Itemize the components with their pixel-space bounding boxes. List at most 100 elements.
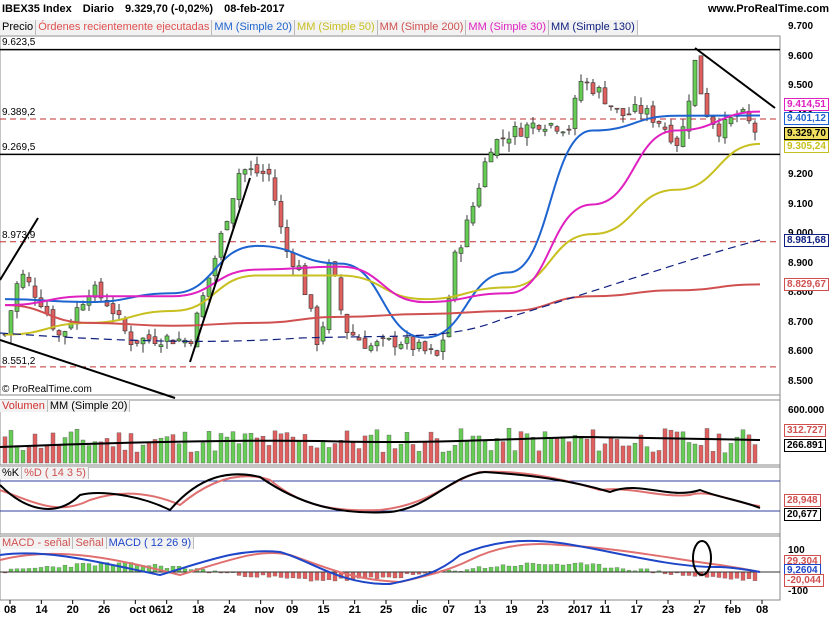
candle-body [722, 119, 728, 139]
candle-body [422, 341, 428, 352]
price-tag: 9.414,51 [784, 98, 829, 111]
candle-body [20, 273, 26, 288]
candle-body [266, 168, 272, 175]
volume-bar [452, 445, 458, 464]
x-axis-tick: 23 [536, 604, 549, 616]
legend-mm200[interactable]: MM (Simple 200) [377, 20, 467, 35]
price-axis-tick: 8.500 [788, 376, 814, 387]
macd-histogram-bar [56, 567, 62, 573]
legend-mm30[interactable]: MM (Simple 30) [466, 20, 550, 35]
volume-bar [314, 447, 320, 464]
legend-precio[interactable]: Precio [0, 20, 37, 35]
volume-bar [602, 443, 608, 464]
legend-mm50[interactable]: MM (Simple 50) [295, 20, 378, 35]
volume-bar [554, 438, 560, 464]
watermark: © ProRealTime.com [2, 384, 92, 395]
panel-frame [0, 466, 781, 535]
candle-body [110, 303, 116, 315]
volume-bar [596, 450, 602, 464]
volume-bar [50, 432, 56, 464]
macd-histogram-bar [266, 571, 272, 578]
volume-tag-1: 312.727 [784, 424, 827, 437]
macd-histogram-bar [470, 568, 476, 573]
candle-body [230, 198, 236, 224]
legend-mm130[interactable]: MM (Simple 130) [549, 20, 638, 35]
macd-axis-top: 100 [788, 545, 805, 556]
legend-ordenes[interactable]: Órdenes recientemente ejecutadas [36, 20, 213, 35]
stoch-tag-2: 20,677 [784, 508, 821, 521]
price-axis-tick: 8.800 [788, 287, 814, 299]
legend-mm20[interactable]: MM (Simple 20) [212, 20, 296, 35]
stoch-d-title[interactable]: %D ( 14 3 5) [22, 467, 89, 479]
macd-histogram-bar [68, 566, 74, 573]
candle-body [362, 337, 368, 349]
x-axis-tick: 24 [223, 604, 236, 616]
macd-histogram-bar [320, 571, 326, 581]
volume-ma-title[interactable]: MM (Simple 20) [47, 400, 131, 412]
candle-body [656, 120, 662, 124]
volume-bar [20, 450, 26, 464]
macd-legend: MACD - señal Señal MACD ( 12 26 9) [0, 537, 195, 549]
candle-body [680, 126, 686, 147]
stoch-tag-1: 28,948 [784, 494, 821, 507]
ma-line-200 [4, 283, 761, 327]
candle-body [152, 336, 158, 344]
volume-bar [362, 435, 368, 464]
candle-body [560, 131, 566, 134]
volume-bar [56, 444, 62, 464]
macd-histogram-bar [62, 564, 68, 573]
x-axis-tick: 09 [286, 604, 299, 616]
volume-bar [206, 431, 212, 464]
candle-body [14, 283, 20, 312]
volume-bar [74, 428, 80, 464]
candle-body [596, 87, 602, 93]
price-tag: 9.401,12 [784, 112, 829, 125]
macd-title[interactable]: MACD - señal [0, 537, 74, 549]
volume-bar [704, 428, 710, 464]
volume-bar [254, 437, 260, 464]
candle-body [188, 341, 194, 345]
x-axis-tick: 08 [4, 604, 17, 616]
volume-bar [386, 434, 392, 464]
candle-body [398, 344, 404, 349]
candle-body [128, 331, 134, 345]
x-axis-tick: feb [724, 604, 742, 616]
volume-bar [296, 440, 302, 464]
macd-histogram-bar [476, 566, 482, 573]
x-axis-tick: 15 [317, 604, 330, 616]
macd-tag-3: -20,044 [784, 574, 824, 587]
volume-bar [104, 438, 110, 464]
macd-histogram-bar [32, 567, 38, 573]
volume-bar [98, 441, 104, 464]
candle-body [386, 337, 392, 340]
candle-body [662, 126, 668, 130]
volume-bar [32, 433, 38, 464]
volume-bar [644, 446, 650, 464]
x-axis-tick: 25 [380, 604, 393, 616]
macd-histogram-bar [752, 571, 758, 581]
candle-body [476, 187, 482, 207]
volume-bar [488, 450, 494, 464]
volume-bar [572, 435, 578, 464]
macd-line-title[interactable]: MACD ( 12 26 9) [106, 537, 195, 549]
macd-histogram-bar [734, 571, 740, 579]
candle-body [392, 335, 398, 348]
volume-bar [494, 438, 500, 464]
volume-bar [590, 429, 596, 464]
macd-histogram-bar [602, 567, 608, 573]
candle-body [284, 227, 290, 252]
macd-senal-title[interactable]: Señal [73, 537, 107, 549]
x-axis-tick: 11 [599, 604, 611, 616]
candle-body [404, 337, 410, 344]
volume-bar [80, 439, 86, 464]
volume-bar [326, 447, 332, 464]
candle-body [554, 126, 560, 132]
candle-body [710, 116, 716, 125]
volume-title[interactable]: Volumen [0, 400, 48, 412]
x-axis-tick: 20 [66, 604, 79, 616]
date-label: 08-feb-2017 [224, 3, 285, 15]
stoch-k-title[interactable]: %K [0, 467, 23, 479]
volume-bar [638, 434, 644, 464]
volume-bar [440, 451, 446, 464]
